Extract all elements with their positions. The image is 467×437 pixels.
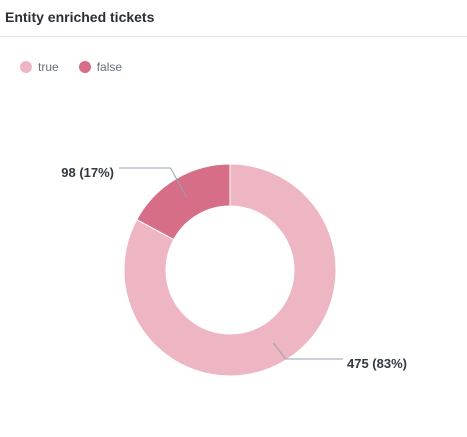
panel-title: Entity enriched tickets [5, 9, 155, 25]
slice-label-true: 475 (83%) [347, 356, 407, 371]
legend-label-false: false [96, 60, 123, 74]
leader-line-true [273, 342, 343, 360]
legend-label-true: true [38, 60, 59, 74]
legend-swatch-false [78, 61, 91, 73]
donut-slices [123, 163, 337, 377]
legend-item-true[interactable]: true [20, 60, 59, 74]
legend-item-false[interactable]: false [78, 60, 123, 74]
label-leaders [119, 167, 343, 360]
slice-label-false: 98 (17%) [61, 165, 114, 180]
legend-swatch-true [20, 61, 32, 73]
slice-true[interactable] [123, 163, 337, 377]
leader-line-false [119, 167, 187, 198]
slice-false[interactable] [136, 163, 231, 241]
panel-header: Entity enriched tickets [0, 0, 467, 37]
chart-legend: true false [20, 60, 142, 74]
